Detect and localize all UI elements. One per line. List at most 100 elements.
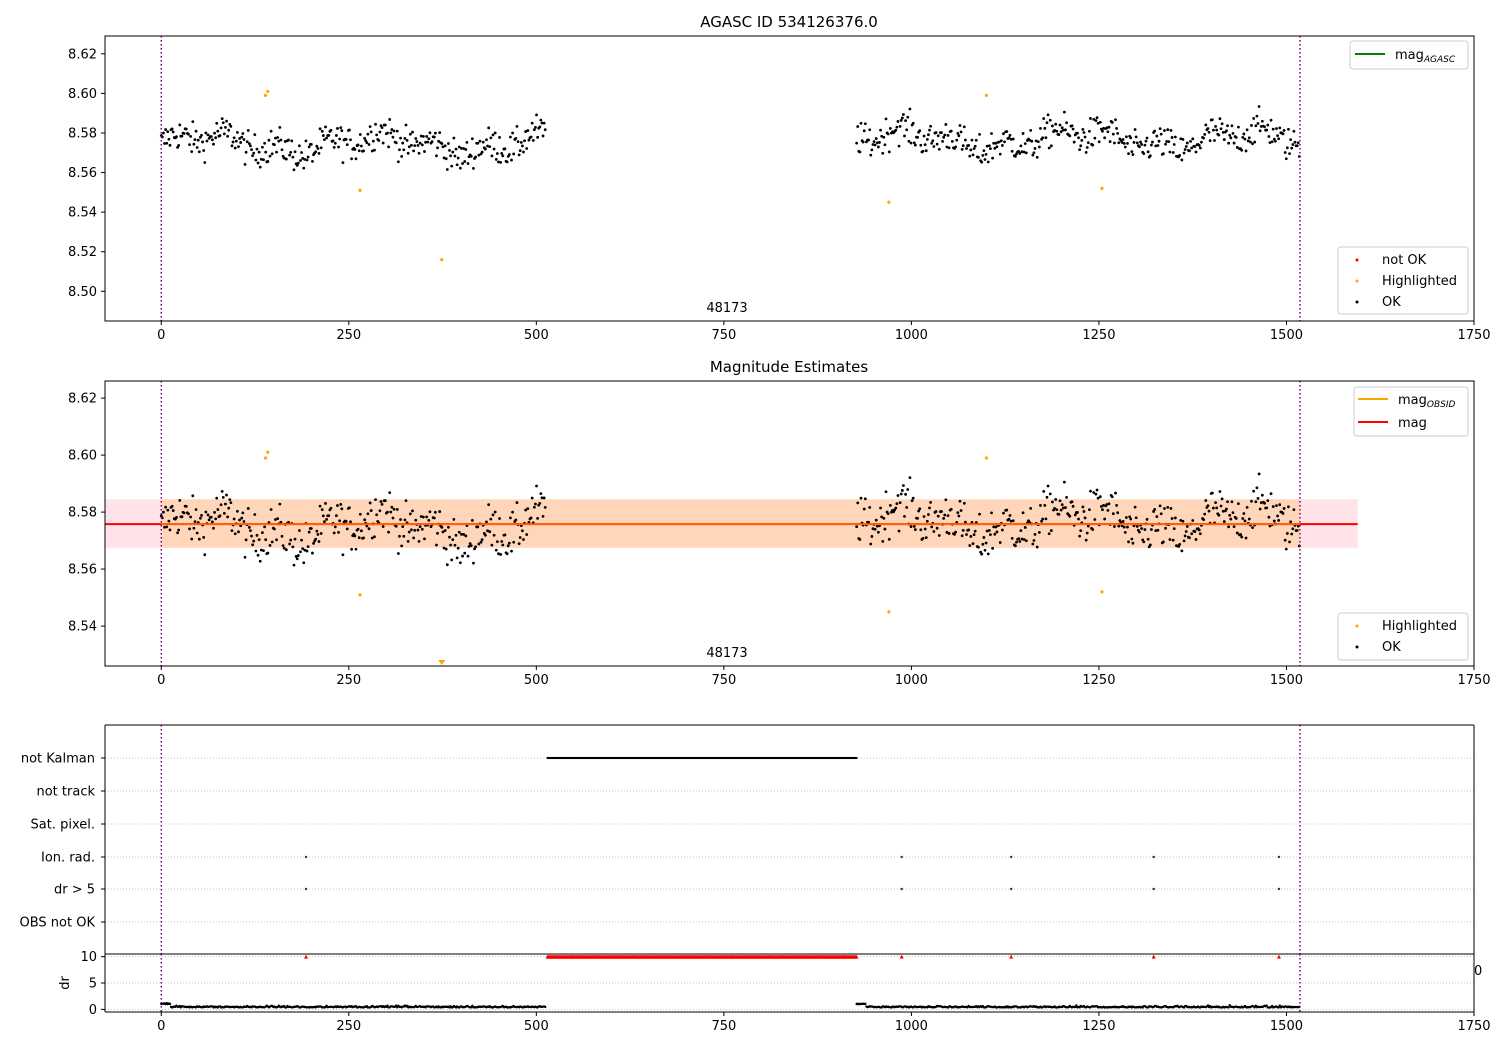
ok-point (386, 131, 389, 135)
ok-point (489, 517, 493, 521)
ok-point (523, 139, 526, 143)
x-tick-label: 250 (336, 673, 361, 688)
ok-point (458, 561, 462, 565)
ok-point (1043, 504, 1047, 507)
ok-point (1295, 529, 1299, 532)
x-tick-label: 500 (524, 673, 549, 688)
ok-point (925, 137, 929, 141)
ok-point (1023, 142, 1027, 146)
ok-point (452, 136, 456, 140)
ok-point (1235, 531, 1239, 535)
dr-point (544, 1005, 547, 1009)
ok-point (1281, 512, 1285, 515)
ok-point (985, 529, 989, 533)
ok-point (1143, 528, 1147, 531)
ok-point (962, 501, 966, 505)
ok-point (224, 125, 227, 129)
ok-point (944, 498, 948, 502)
ok-point (1221, 509, 1225, 513)
ok-point (476, 525, 480, 529)
ok-point (1198, 532, 1202, 536)
ok-point (958, 499, 962, 503)
ok-point (954, 530, 958, 534)
ok-point (1102, 126, 1105, 130)
ok-point (242, 520, 246, 523)
ok-point (317, 540, 321, 543)
ok-point (195, 146, 199, 149)
ok-point (1139, 140, 1142, 144)
ok-point (1189, 139, 1192, 143)
ok-point (354, 547, 358, 551)
ok-point (205, 139, 209, 143)
flag-point (1277, 855, 1281, 859)
dr-point (1277, 1006, 1280, 1009)
ok-point (232, 136, 236, 140)
ok-point (407, 530, 411, 534)
ok-point (466, 162, 470, 165)
ok-point (516, 140, 520, 144)
ok-point (1265, 506, 1269, 510)
ok-point (415, 140, 419, 143)
ok-point (532, 128, 536, 131)
ok-point (1173, 516, 1177, 520)
ok-point (406, 539, 410, 543)
ok-point (261, 145, 264, 149)
ok-point (1229, 517, 1233, 521)
ok-point (1039, 126, 1042, 130)
ok-point (900, 489, 904, 492)
x-tick-label: 1000 (895, 1019, 928, 1034)
ok-point (525, 147, 529, 150)
ok-point (1054, 498, 1058, 501)
ok-point (218, 134, 222, 137)
ok-point (524, 130, 528, 133)
ok-point (199, 516, 202, 520)
ok-point (228, 498, 232, 502)
ok-point (959, 509, 963, 512)
ok-point (214, 136, 218, 140)
ok-point (163, 525, 166, 529)
ok-point (1000, 528, 1004, 532)
ok-point (1062, 110, 1066, 114)
ok-point (859, 121, 863, 125)
ok-point (1057, 512, 1061, 516)
ok-point (1163, 507, 1166, 510)
ok-point (305, 549, 309, 553)
ok-point (492, 147, 496, 151)
ok-point (1169, 129, 1173, 132)
ok-point (266, 160, 270, 163)
ok-point (242, 138, 246, 141)
ok-point (855, 525, 859, 529)
y-tick-label: 0 (89, 1003, 97, 1018)
ok-point (378, 509, 382, 513)
ok-point (289, 538, 293, 542)
ok-point (1101, 129, 1104, 133)
ok-point (249, 529, 252, 533)
dr-point (386, 1004, 389, 1007)
agasc-legend-bottom-box (1337, 246, 1469, 315)
ok-point (462, 533, 466, 536)
ok-point (1072, 140, 1076, 144)
ok-point (1287, 127, 1290, 131)
ok-point (230, 144, 234, 148)
ok-point (1225, 507, 1228, 511)
ok-point (1060, 503, 1064, 507)
agasc-legend-mag-label: magAGASC (1395, 48, 1456, 65)
ok-point (170, 127, 174, 131)
ok-point (911, 496, 915, 500)
x-tick-label: 1000 (895, 673, 928, 688)
flag-point (1152, 887, 1155, 891)
ok-point (503, 533, 507, 537)
ok-point (1256, 496, 1260, 500)
ok-point (243, 162, 247, 166)
y-tick-label: 8.60 (68, 449, 97, 464)
ok-point (992, 525, 996, 529)
agasc-legend-mag-subscript: AGASC (1423, 55, 1456, 65)
ok-point (427, 137, 431, 141)
agasc-legend-ok-label: OK (1382, 295, 1401, 310)
ok-point (268, 154, 272, 158)
ok-point (536, 516, 540, 520)
ok-point (1228, 133, 1232, 137)
ok-point (187, 132, 190, 136)
ok-point (159, 514, 163, 518)
ok-point (1079, 529, 1083, 533)
